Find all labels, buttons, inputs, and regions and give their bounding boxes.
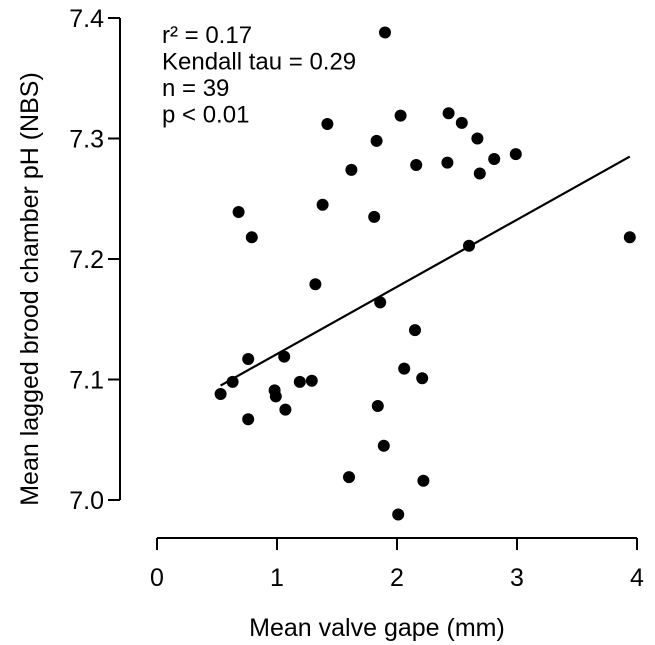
y-axis-title: Mean lagged brood chamber pH (NBS) xyxy=(16,72,44,506)
data-point xyxy=(269,390,282,403)
data-point xyxy=(417,474,430,487)
x-tick-label: 3 xyxy=(510,564,524,592)
x-ticks: 0 1 2 3 4 xyxy=(150,538,644,592)
data-point xyxy=(321,118,334,131)
data-point xyxy=(370,134,383,147)
data-point xyxy=(409,324,421,337)
y-tick-label: 7.4 xyxy=(69,5,104,33)
y-ticks: 7.0 7.1 7.2 7.3 7.4 xyxy=(69,5,120,515)
axes: 7.0 7.1 7.2 7.3 7.4 0 1 2 3 4 xyxy=(69,5,644,592)
data-point xyxy=(368,210,381,223)
data-point xyxy=(242,353,255,366)
data-point xyxy=(278,350,291,363)
data-point xyxy=(309,278,322,291)
data-point xyxy=(245,231,258,244)
data-point xyxy=(392,508,405,521)
data-point xyxy=(377,439,390,452)
data-point xyxy=(442,107,455,120)
y-tick-label: 7.1 xyxy=(69,367,104,395)
data-point xyxy=(410,159,423,172)
data-point xyxy=(374,296,387,309)
data-point xyxy=(316,198,329,211)
data-point xyxy=(488,152,501,165)
data-point xyxy=(279,403,292,416)
regression-line xyxy=(220,155,631,387)
x-tick-label: 4 xyxy=(630,564,644,592)
data-point xyxy=(345,163,358,176)
data-point xyxy=(416,372,429,385)
stat-p-value: p < 0.01 xyxy=(162,102,249,129)
data-point xyxy=(232,206,245,219)
data-point xyxy=(305,374,318,387)
regression-line-group xyxy=(220,155,631,387)
statistics-annotation: r² = 0.17 Kendall tau = 0.29 n = 39 p < … xyxy=(162,22,356,129)
data-point xyxy=(242,413,255,426)
data-point xyxy=(398,362,411,375)
x-axis-title: Mean valve gape (mm) xyxy=(249,614,505,642)
data-point xyxy=(371,400,384,413)
data-point xyxy=(293,375,306,388)
y-tick-label: 7.0 xyxy=(69,487,104,515)
data-point xyxy=(463,239,475,252)
data-point xyxy=(379,26,391,39)
stat-r-squared: r² = 0.17 xyxy=(162,22,252,49)
data-point xyxy=(343,471,355,484)
data-point xyxy=(471,132,484,145)
x-tick-label: 1 xyxy=(270,564,284,592)
data-point xyxy=(214,387,227,400)
x-tick-label: 0 xyxy=(150,564,164,592)
data-point xyxy=(455,116,468,129)
data-point xyxy=(441,156,454,169)
data-point xyxy=(226,375,239,388)
stat-kendall-tau: Kendall tau = 0.29 xyxy=(162,49,356,76)
data-point xyxy=(509,148,522,161)
x-tick-label: 2 xyxy=(390,564,404,592)
stat-n: n = 39 xyxy=(162,75,229,102)
data-points xyxy=(214,26,636,521)
data-point xyxy=(394,109,407,122)
data-point xyxy=(473,167,486,180)
y-tick-label: 7.2 xyxy=(69,246,104,274)
data-point xyxy=(623,231,636,244)
y-tick-label: 7.3 xyxy=(69,126,104,154)
